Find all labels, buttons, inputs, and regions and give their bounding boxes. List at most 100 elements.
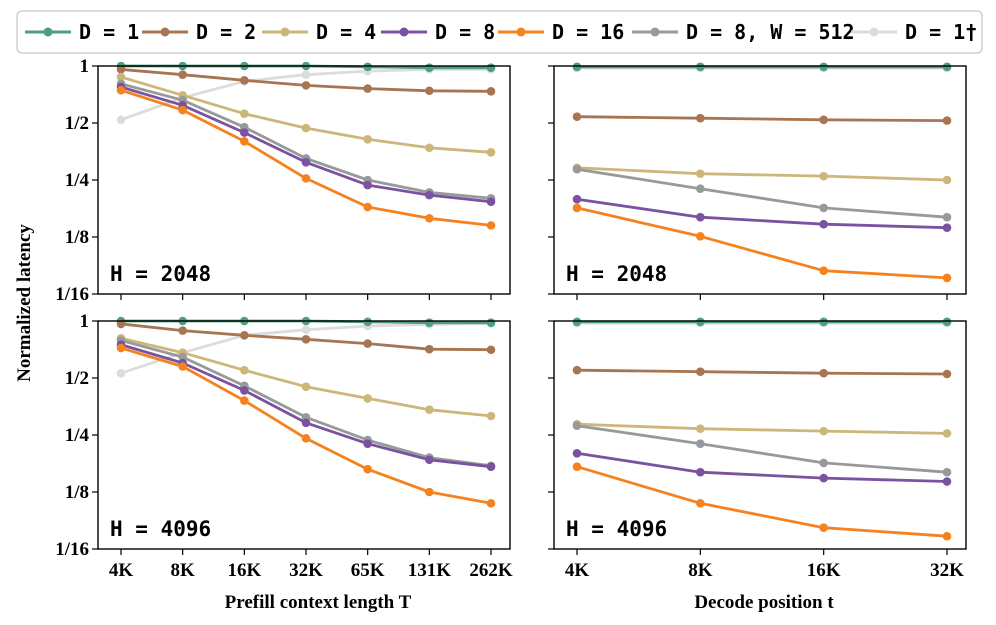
data-point-d16 <box>363 202 372 212</box>
data-point-d4 <box>240 109 249 118</box>
y-tick-label: 1/8 <box>65 227 89 248</box>
legend-label-d4: D = 4 <box>316 20 376 44</box>
data-point-d16 <box>696 498 705 508</box>
series-d2 <box>116 65 496 96</box>
data-point-d8 <box>240 386 249 395</box>
data-point-d16 <box>696 232 705 241</box>
data-point-d4 <box>363 135 372 144</box>
series-d8w <box>572 421 952 477</box>
panel-frame <box>553 320 967 550</box>
x-axis-label-decode: Decode position t <box>694 592 834 613</box>
series-d16 <box>116 343 496 508</box>
data-point-d2 <box>942 116 952 125</box>
y-tick-label: 1 <box>80 56 90 77</box>
y-tick-label: 1/2 <box>65 368 89 389</box>
legend-item-d8: D = 8 <box>381 20 495 44</box>
legend-item-d8w: D = 8, W = 512 <box>632 20 855 44</box>
legend-label-d16: D = 16 <box>552 20 624 44</box>
series-line-d2 <box>576 368 948 376</box>
data-point-d8 <box>363 180 372 190</box>
series-d8 <box>572 194 952 232</box>
data-point-d1 <box>572 317 582 327</box>
data-point-d2 <box>116 65 126 74</box>
x-tick-label: 32K <box>930 560 964 581</box>
data-point-d16 <box>486 498 496 508</box>
legend-item-d16: D = 16 <box>498 20 624 44</box>
data-point-d8 <box>486 197 496 207</box>
legend-item-d1: D = 1 <box>25 20 139 44</box>
x-tick-label: 16K <box>227 560 261 581</box>
data-point-d8w <box>696 184 705 193</box>
data-point-d4 <box>696 169 705 178</box>
data-point-d2 <box>363 84 372 93</box>
series-line-d4 <box>576 166 948 182</box>
series-line-d8w <box>576 424 948 474</box>
legend-marker-d1d <box>869 27 879 37</box>
data-point-d8 <box>486 462 496 472</box>
data-point-d4 <box>819 171 828 181</box>
series-line-d8 <box>120 343 492 469</box>
series-d8w <box>572 164 952 222</box>
data-point-d2 <box>696 367 705 376</box>
data-point-d2 <box>819 368 828 378</box>
series-d4 <box>572 163 952 185</box>
data-point-d16 <box>819 266 828 275</box>
panel-frame <box>97 65 511 295</box>
data-point-d1 <box>942 62 952 72</box>
data-point-d8 <box>572 449 582 458</box>
series-d2 <box>572 365 952 379</box>
series-d4 <box>116 72 496 157</box>
data-point-d8 <box>942 477 952 486</box>
x-tick-label: 16K <box>807 560 841 581</box>
data-point-d2 <box>696 113 705 123</box>
data-point-d2 <box>116 319 126 329</box>
data-point-d2 <box>819 115 828 125</box>
data-point-d16 <box>301 174 311 183</box>
data-point-d16 <box>116 85 126 95</box>
data-point-d8 <box>240 128 249 137</box>
data-point-d8 <box>425 455 434 465</box>
data-point-d16 <box>572 203 582 213</box>
data-point-d4 <box>696 424 705 433</box>
series-d8 <box>116 340 496 472</box>
panel-prefill-4096: 1 1/2 1/4 1/8 1/16 4K 8K 16K 32K 65K 131K 262K H = 4… <box>55 311 513 581</box>
data-point-d8w <box>178 352 187 362</box>
data-point-d16 <box>942 273 952 283</box>
data-point-d1 <box>363 62 372 72</box>
series-line-d2 <box>576 115 948 122</box>
series-d8 <box>116 82 496 207</box>
series-line-d4 <box>576 422 948 435</box>
series-line-d8 <box>120 85 492 204</box>
data-point-d2 <box>301 81 311 90</box>
data-point-d1 <box>363 317 372 327</box>
data-point-d1 <box>942 317 952 327</box>
y-tick-label: 1/2 <box>65 113 89 134</box>
data-point-d4 <box>486 411 496 421</box>
data-point-d8 <box>819 219 828 229</box>
data-point-d8w <box>819 458 828 468</box>
legend: D = 1 D = 2 D = 4 D = 8 D = 16 D = 8, W = 512… <box>16 10 983 54</box>
series-line-d8 <box>576 197 948 230</box>
legend-label-d8w: D = 8, W = 512 <box>686 20 855 44</box>
data-point-d4 <box>301 382 311 391</box>
data-point-d8 <box>301 158 311 167</box>
series-d4 <box>572 419 952 438</box>
series-d1 <box>572 317 952 327</box>
data-point-d2 <box>942 369 952 379</box>
data-point-d2 <box>363 339 372 348</box>
legend-item-d4: D = 4 <box>262 20 376 44</box>
data-point-d8 <box>696 212 705 222</box>
x-tick-label: 32K <box>289 560 323 581</box>
y-tick-label: 1/8 <box>65 482 89 503</box>
data-point-d1d <box>116 115 126 125</box>
data-point-d16 <box>572 462 582 472</box>
x-tick-label: 262K <box>469 560 513 581</box>
data-point-d2 <box>301 335 311 344</box>
data-point-d4 <box>942 429 952 438</box>
data-point-d2 <box>178 70 187 79</box>
legend-marker-d16 <box>516 27 526 37</box>
series-d16 <box>572 462 952 541</box>
series-line-d8w <box>576 167 948 219</box>
panel-decode-4096: 4K 8K 16K 32K H = 4096 <box>548 317 967 581</box>
